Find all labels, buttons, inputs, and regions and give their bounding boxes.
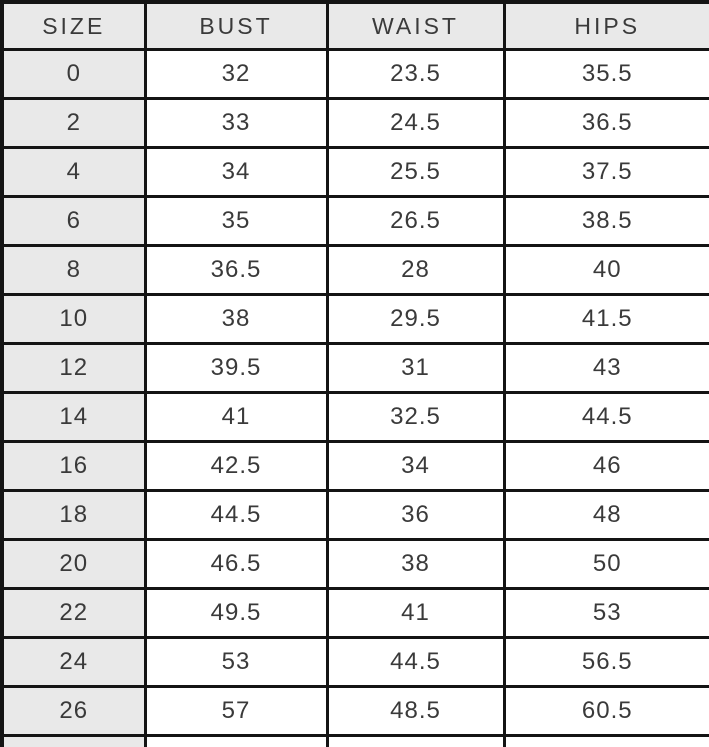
size-cell: 0 xyxy=(0,48,147,100)
size-cell: 16 xyxy=(0,440,147,492)
table-row: 14 41 32.5 44.5 xyxy=(0,391,709,443)
measurement-cell: 38 xyxy=(143,293,329,345)
measurement-cell: 53 xyxy=(143,636,329,688)
size-cell: 18 xyxy=(0,489,147,541)
measurement-cell: 25.5 xyxy=(325,146,506,198)
measurement-cell: 24.5 xyxy=(325,97,506,149)
measurement-cell: 34 xyxy=(143,146,329,198)
measurement-cell: 37.5 xyxy=(502,146,709,198)
measurement-cell: 39.5 xyxy=(143,342,329,394)
measurement-cell: 36.5 xyxy=(143,244,329,296)
measurement-cell: 28 xyxy=(325,244,506,296)
size-cell: 14 xyxy=(0,391,147,443)
header-cell-hips: HIPS xyxy=(502,0,709,51)
table-row: 12 39.5 31 43 xyxy=(0,342,709,394)
measurement-cell: 38 xyxy=(325,538,506,590)
table-row: 10 38 29.5 41.5 xyxy=(0,293,709,345)
measurement-cell: 50 xyxy=(502,538,709,590)
measurement-cell: 46 xyxy=(502,440,709,492)
table-row: 18 44.5 36 48 xyxy=(0,489,709,541)
measurement-cell: 32.5 xyxy=(325,391,506,443)
measurement-cell: 49.5 xyxy=(143,587,329,639)
measurement-cell: 26.5 xyxy=(325,195,506,247)
table-row: 20 46.5 38 50 xyxy=(0,538,709,590)
size-cell: 8 xyxy=(0,244,147,296)
size-cell: 10 xyxy=(0,293,147,345)
size-cell: 22 xyxy=(0,587,147,639)
measurement-cell: 41 xyxy=(325,587,506,639)
measurement-cell: 36 xyxy=(325,489,506,541)
measurement-cell: 44.5 xyxy=(143,489,329,541)
table-row: 22 49.5 41 53 xyxy=(0,587,709,639)
header-row: SIZE BUST WAIST HIPS xyxy=(0,0,709,51)
measurement-cell: 35 xyxy=(143,195,329,247)
table-row: 8 36.5 28 40 xyxy=(0,244,709,296)
table-row: 16 42.5 34 46 xyxy=(0,440,709,492)
header-cell-bust: BUST xyxy=(143,0,329,51)
header-cell-size: SIZE xyxy=(0,0,147,51)
measurement-cell: 48.5 xyxy=(325,685,506,737)
measurement-cell: 42.5 xyxy=(143,440,329,492)
header-cell-waist: WAIST xyxy=(325,0,506,51)
measurement-cell: 52.5 xyxy=(325,734,506,747)
measurement-cell: 41.5 xyxy=(502,293,709,345)
measurement-cell: 46.5 xyxy=(143,538,329,590)
measurement-cell: 23.5 xyxy=(325,48,506,100)
measurement-cell: 60.5 xyxy=(502,685,709,737)
measurement-cell: 44.5 xyxy=(325,636,506,688)
measurement-cell: 33 xyxy=(143,97,329,149)
table-row: 4 34 25.5 37.5 xyxy=(0,146,709,198)
measurement-cell: 36.5 xyxy=(502,97,709,149)
table-row: 2 33 24.5 36.5 xyxy=(0,97,709,149)
table-row: 0 32 23.5 35.5 xyxy=(0,48,709,100)
measurement-cell: 43 xyxy=(502,342,709,394)
table-row: 24 53 44.5 56.5 xyxy=(0,636,709,688)
measurement-cell: 35.5 xyxy=(502,48,709,100)
measurement-cell: 40 xyxy=(502,244,709,296)
table-row: 286152.564.5 xyxy=(0,734,709,747)
measurement-cell: 44.5 xyxy=(502,391,709,443)
measurement-cell: 48 xyxy=(502,489,709,541)
measurement-cell: 53 xyxy=(502,587,709,639)
table-row: 26 57 48.5 60.5 xyxy=(0,685,709,737)
measurement-cell: 29.5 xyxy=(325,293,506,345)
size-cell: 2 xyxy=(0,97,147,149)
measurement-cell: 32 xyxy=(143,48,329,100)
measurement-cell: 57 xyxy=(143,685,329,737)
size-cell: 28 xyxy=(0,734,147,747)
measurement-cell: 61 xyxy=(143,734,329,747)
measurement-cell: 34 xyxy=(325,440,506,492)
table-row: 6 35 26.5 38.5 xyxy=(0,195,709,247)
measurement-cell: 41 xyxy=(143,391,329,443)
measurement-cell: 56.5 xyxy=(502,636,709,688)
measurement-cell: 64.5 xyxy=(502,734,709,747)
size-cell: 6 xyxy=(0,195,147,247)
measurement-cell: 31 xyxy=(325,342,506,394)
size-cell: 4 xyxy=(0,146,147,198)
size-cell: 12 xyxy=(0,342,147,394)
size-cell: 24 xyxy=(0,636,147,688)
measurement-cell: 38.5 xyxy=(502,195,709,247)
size-cell: 26 xyxy=(0,685,147,737)
size-cell: 20 xyxy=(0,538,147,590)
table-body: 0 32 23.5 35.5 2 33 24.5 36.5 4 34 25.5 37.5 6 35 26.5… xyxy=(0,48,709,747)
